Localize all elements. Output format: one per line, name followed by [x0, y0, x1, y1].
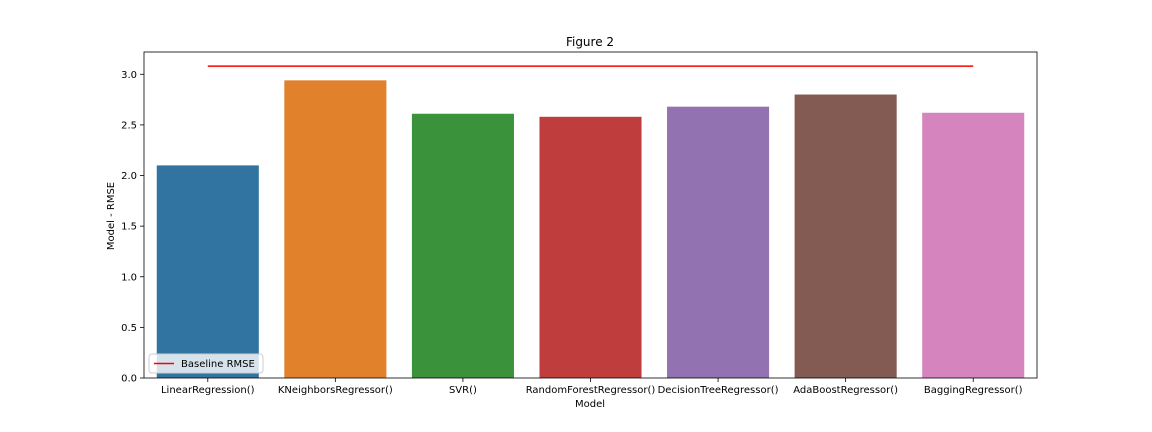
- legend-label: Baseline RMSE: [181, 359, 255, 370]
- y-tick-label: 0.5: [121, 323, 137, 334]
- y-tick-label: 0.0: [121, 374, 137, 385]
- y-tick-label: 3.0: [121, 70, 137, 81]
- bar: [539, 116, 642, 378]
- x-tick-label: KNeighborsRegressor(): [278, 385, 393, 396]
- x-axis-label: Model: [575, 399, 605, 410]
- bars-group: [156, 80, 1025, 379]
- bar: [922, 112, 1025, 379]
- bar: [667, 106, 770, 378]
- bar: [284, 80, 387, 378]
- legend-box: [148, 353, 264, 374]
- x-tick-label: AdaBoostRegressor(): [793, 385, 898, 396]
- legend: Baseline RMSE: [148, 353, 264, 374]
- y-tick-label: 2.5: [121, 120, 137, 131]
- x-tick-label: DecisionTreeRegressor(): [658, 385, 779, 396]
- bar: [794, 94, 897, 379]
- x-tick-label: RandomForestRegressor(): [526, 385, 656, 396]
- y-tick-label: 2.0: [121, 171, 137, 182]
- y-tick-label: 1.5: [121, 222, 137, 233]
- bar: [411, 113, 514, 379]
- x-tick-label: BaggingRegressor(): [924, 385, 1023, 396]
- y-axis: 0.0 0.5 1.0 1.5 2.0 2.5 3.0: [121, 70, 144, 385]
- y-axis-label: Model - RMSE: [106, 182, 117, 250]
- chart-title: Figure 2: [566, 35, 614, 49]
- x-axis: LinearRegression() KNeighborsRegressor() S…: [161, 378, 1023, 396]
- bar: [156, 165, 259, 378]
- y-tick-label: 1.0: [121, 272, 137, 283]
- x-tick-label: LinearRegression(): [161, 385, 255, 396]
- x-tick-label: SVR(): [449, 385, 477, 396]
